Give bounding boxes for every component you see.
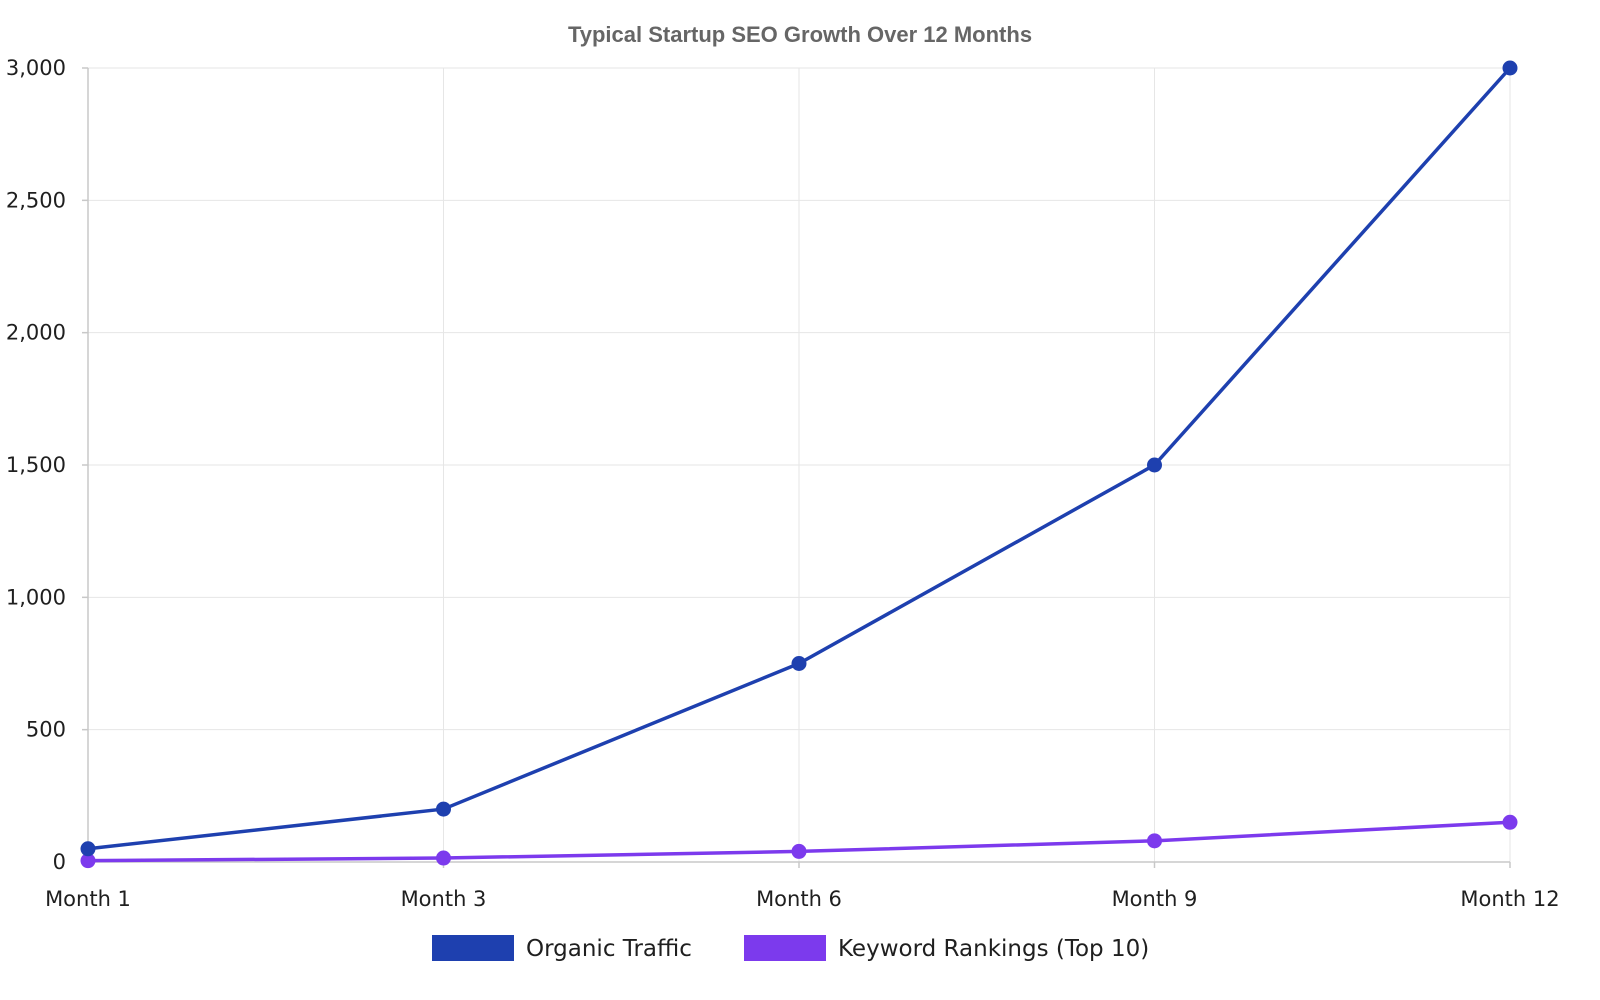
data-point[interactable]	[791, 656, 807, 671]
data-point[interactable]	[791, 843, 807, 859]
legend-item-0[interactable]: Organic Traffic	[432, 935, 692, 962]
x-tick-label: Month 6	[756, 887, 842, 911]
data-point[interactable]	[80, 841, 96, 857]
y-tick-label: 2,500	[6, 188, 66, 212]
axis-layer: 0 500 1,000 1,500 2,000 2,500 3,000 Month 1 Mont…	[6, 56, 1560, 911]
y-tick-label: 3,000	[6, 56, 66, 80]
data-point[interactable]	[1502, 60, 1518, 76]
x-tick-label: Month 12	[1460, 887, 1559, 911]
y-tick-label: 2,000	[6, 321, 66, 345]
legend-swatch	[432, 935, 514, 961]
x-tick-label: Month 9	[1112, 887, 1198, 911]
legend[interactable]: Organic Traffic Keyword Rankings (Top 10)	[432, 935, 1149, 962]
data-point[interactable]	[1502, 814, 1518, 830]
data-point[interactable]	[1147, 457, 1162, 473]
series-layer	[80, 60, 1518, 869]
legend-item-1[interactable]: Keyword Rankings (Top 10)	[744, 935, 1149, 962]
x-tick-label: Month 1	[45, 887, 131, 911]
data-point[interactable]	[80, 853, 96, 869]
data-point[interactable]	[436, 850, 451, 866]
chart-title: Typical Startup SEO Growth Over 12 Month…	[568, 22, 1032, 47]
data-point[interactable]	[1147, 833, 1162, 849]
x-tick-label: Month 3	[401, 887, 487, 911]
y-tick-label: 1,500	[6, 453, 66, 477]
y-tick-label: 0	[53, 850, 66, 874]
legend-swatch	[744, 935, 826, 961]
grid-layer	[88, 67, 1511, 862]
y-tick-label: 500	[26, 718, 66, 742]
legend-label: Keyword Rankings (Top 10)	[838, 936, 1149, 962]
data-point[interactable]	[436, 801, 451, 817]
legend-label: Organic Traffic	[526, 936, 692, 962]
y-tick-label: 1,000	[6, 585, 66, 609]
